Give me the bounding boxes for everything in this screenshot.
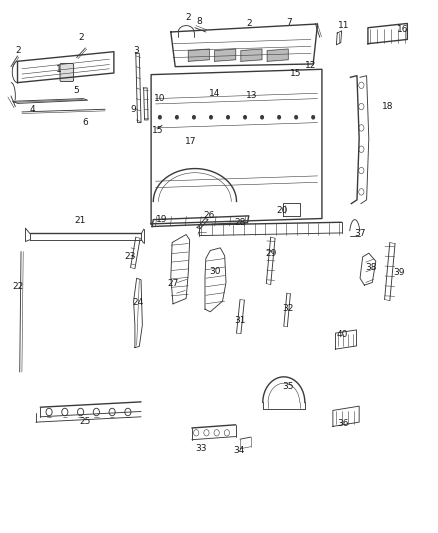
Circle shape <box>193 116 195 119</box>
Polygon shape <box>267 49 288 61</box>
Text: 38: 38 <box>366 263 377 272</box>
Text: 8: 8 <box>196 17 202 26</box>
Polygon shape <box>215 49 236 61</box>
Text: 5: 5 <box>74 86 80 95</box>
FancyBboxPatch shape <box>60 63 74 82</box>
Text: 7: 7 <box>286 18 292 27</box>
Text: 2: 2 <box>247 20 252 28</box>
Text: 32: 32 <box>283 304 294 312</box>
Text: 20: 20 <box>277 206 288 214</box>
Text: 34: 34 <box>233 446 244 455</box>
Text: 2: 2 <box>78 33 84 42</box>
Text: 11: 11 <box>338 21 350 30</box>
Text: 16: 16 <box>397 25 409 34</box>
Text: 9: 9 <box>131 105 137 114</box>
Text: 21: 21 <box>74 216 85 224</box>
Text: 15: 15 <box>152 126 163 135</box>
Circle shape <box>227 116 230 119</box>
Polygon shape <box>241 49 262 61</box>
Text: 23: 23 <box>124 253 135 261</box>
Text: 14: 14 <box>209 89 220 98</box>
Text: 22: 22 <box>12 282 23 291</box>
Text: 29: 29 <box>265 249 276 258</box>
Text: 26: 26 <box>204 212 215 220</box>
Text: 15: 15 <box>290 69 301 78</box>
Text: 30: 30 <box>209 268 220 276</box>
Text: 28: 28 <box>234 219 246 227</box>
Text: 18: 18 <box>382 102 393 111</box>
Polygon shape <box>188 49 209 61</box>
Text: 19: 19 <box>156 215 168 224</box>
Text: 40: 40 <box>337 330 348 339</box>
Text: 35: 35 <box>283 382 294 391</box>
Text: 24: 24 <box>133 298 144 307</box>
Text: 12: 12 <box>305 61 317 69</box>
Text: 6: 6 <box>82 118 88 127</box>
Text: 2: 2 <box>186 13 191 21</box>
Text: 17: 17 <box>185 137 196 146</box>
Text: 13: 13 <box>246 92 258 100</box>
Text: 10: 10 <box>154 94 166 103</box>
Circle shape <box>244 116 246 119</box>
Text: 1: 1 <box>56 65 62 74</box>
Text: 4: 4 <box>30 105 35 114</box>
Text: 2: 2 <box>16 46 21 55</box>
Text: 37: 37 <box>354 229 366 238</box>
Text: 3: 3 <box>133 46 139 55</box>
Circle shape <box>159 116 161 119</box>
Circle shape <box>312 116 314 119</box>
Circle shape <box>261 116 263 119</box>
Text: 36: 36 <box>338 419 349 428</box>
Circle shape <box>176 116 178 119</box>
Text: 33: 33 <box>196 445 207 453</box>
Text: 27: 27 <box>167 279 179 288</box>
Text: 31: 31 <box>234 317 246 325</box>
Text: 39: 39 <box>394 269 405 277</box>
Circle shape <box>295 116 297 119</box>
Text: 25: 25 <box>80 417 91 425</box>
Circle shape <box>278 116 280 119</box>
Circle shape <box>210 116 212 119</box>
